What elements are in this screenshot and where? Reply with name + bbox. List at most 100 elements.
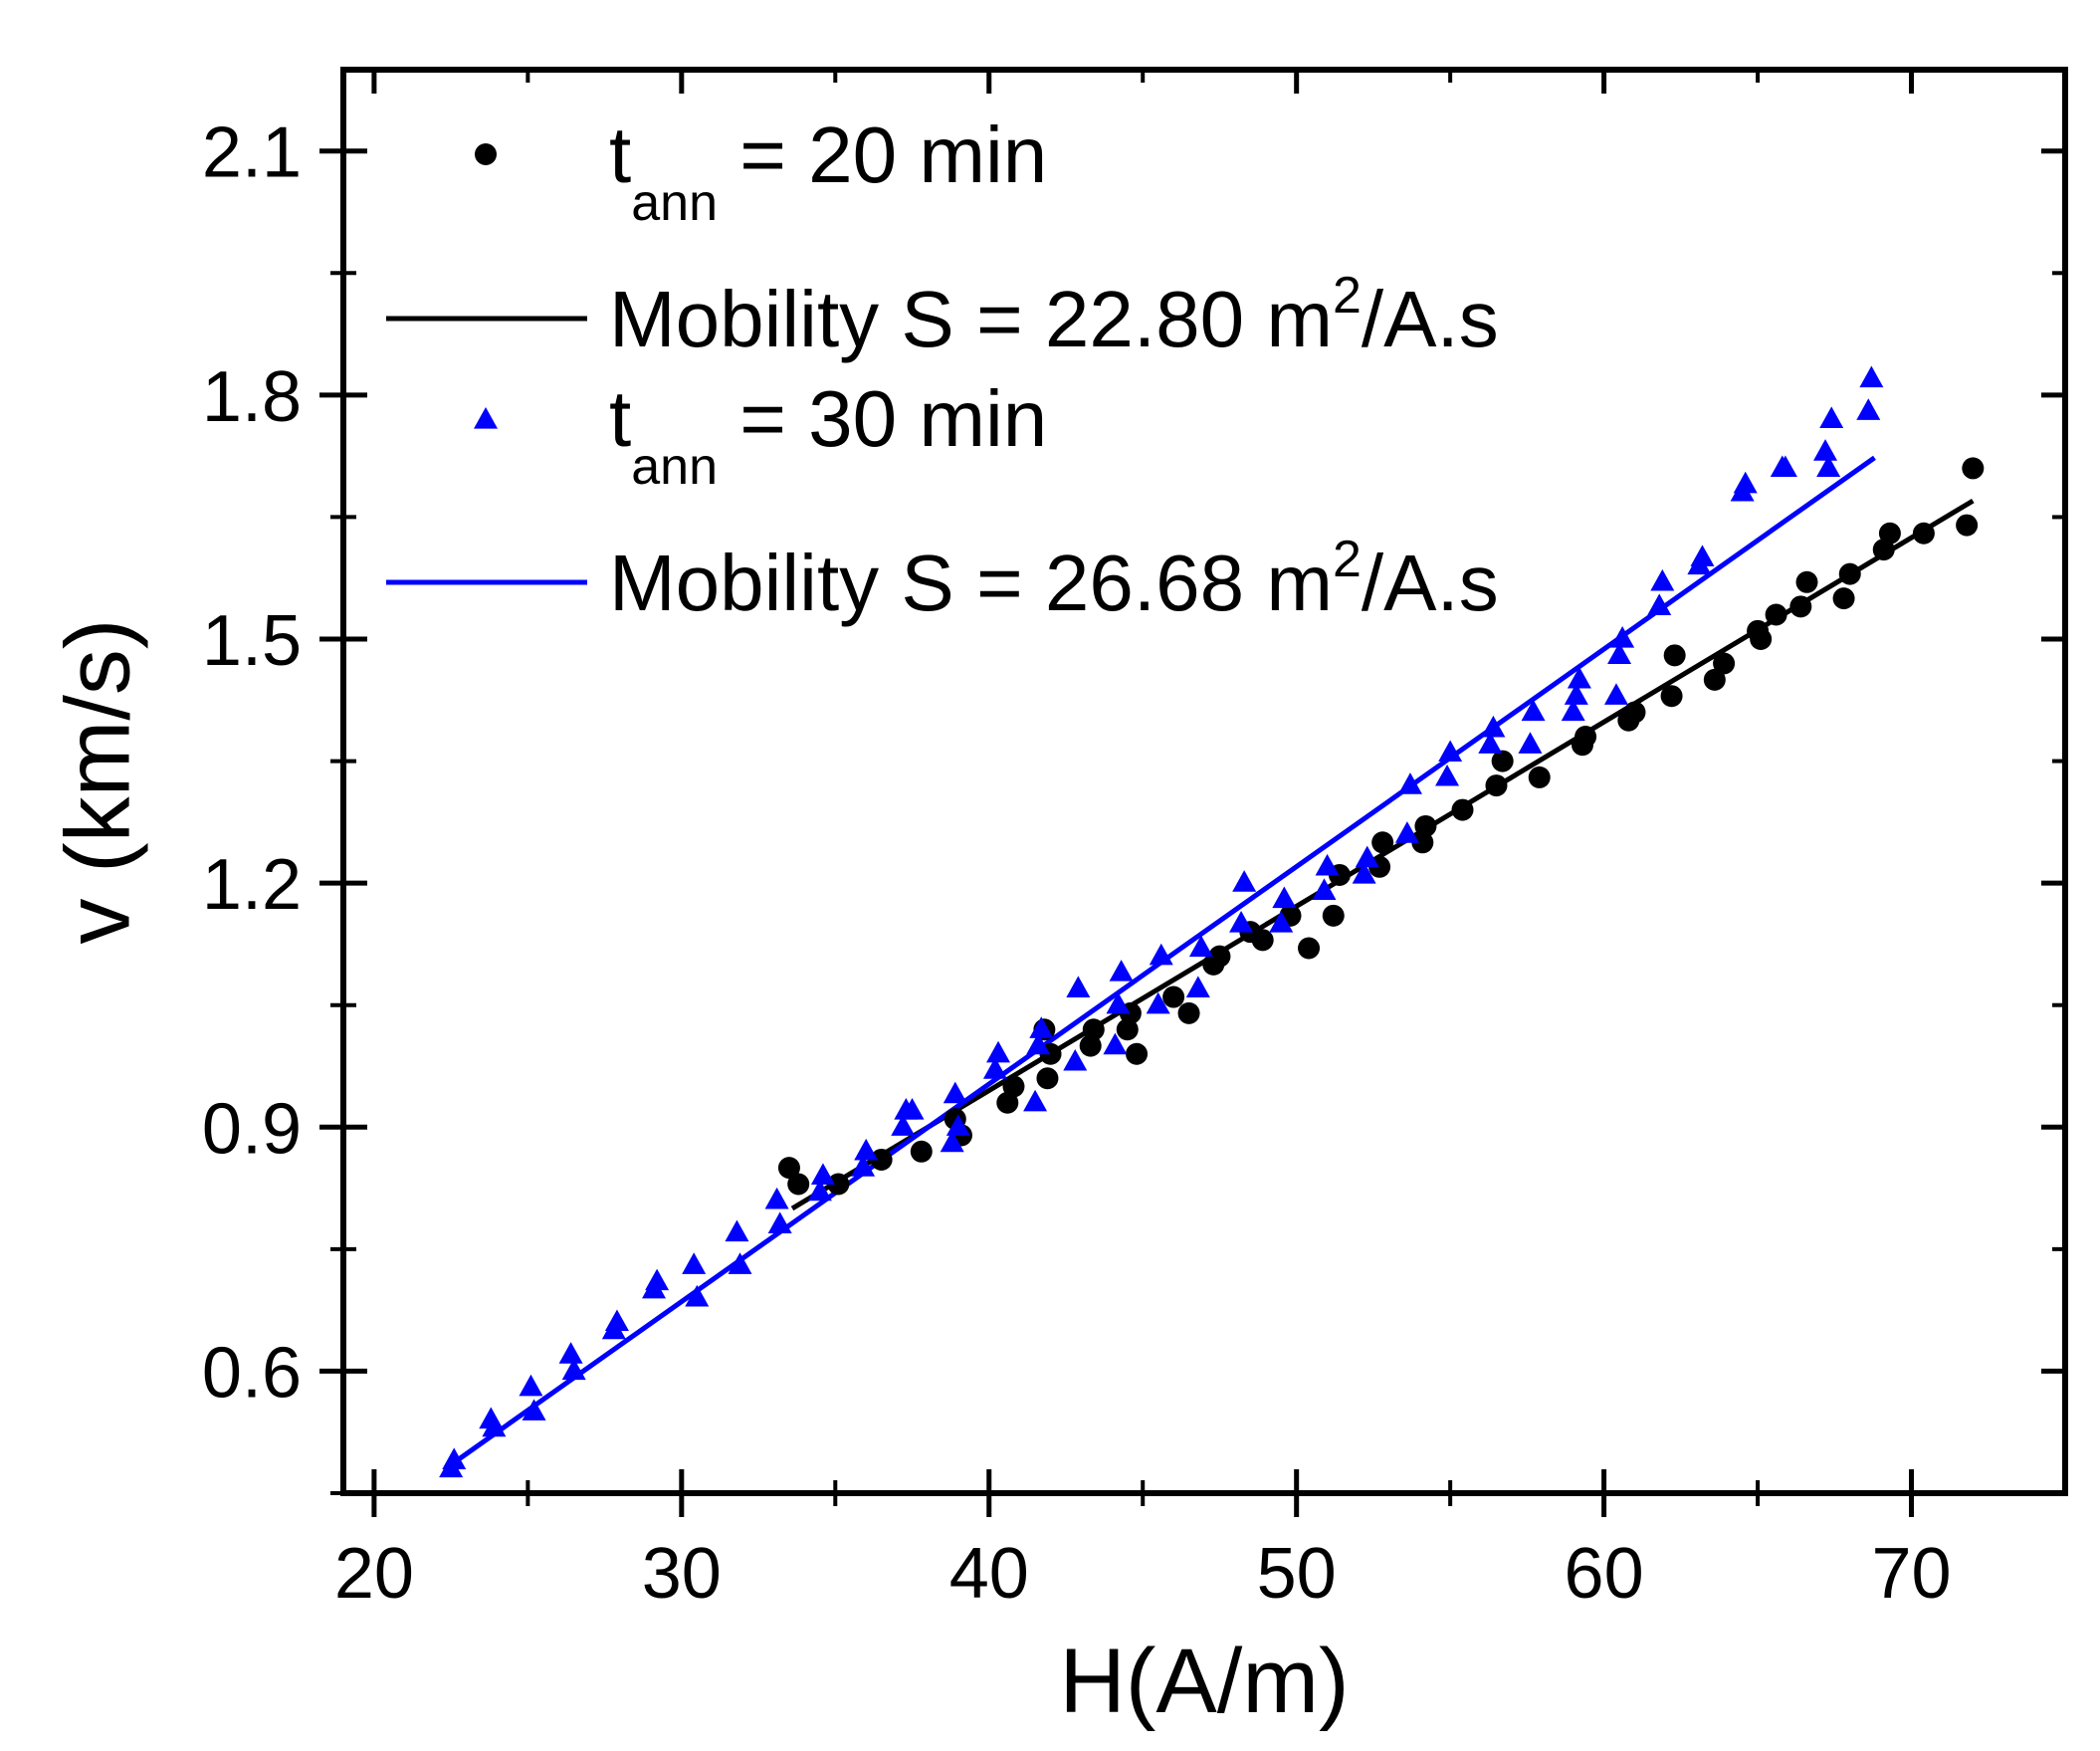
- data-points-layer: [439, 365, 1985, 1478]
- legend-label: tann = 30 min: [609, 374, 1047, 496]
- series-2-point: [1269, 911, 1294, 933]
- series-2-point: [764, 1187, 789, 1209]
- series-1-point: [1485, 774, 1508, 797]
- y-axis-label: v (km/s): [47, 618, 148, 944]
- series-2-point: [1315, 853, 1340, 876]
- legend-label: Mobility S = 26.68 m2/A.s: [609, 531, 1499, 627]
- series-2-point: [807, 1179, 832, 1202]
- series-2-point: [519, 1374, 543, 1397]
- series-1-point: [1177, 1001, 1200, 1024]
- y-tick-label: 0.6: [202, 1333, 302, 1413]
- series-2-point: [1229, 911, 1254, 933]
- series-1-point: [1838, 562, 1861, 585]
- x-tick-label: 50: [1257, 1534, 1337, 1614]
- series-2-point: [1023, 1089, 1048, 1112]
- series-1-point: [1575, 726, 1597, 749]
- series-2-point: [1106, 991, 1131, 1014]
- series-1-point: [1451, 798, 1474, 821]
- tick-labels-layer: 20 30 40 50 60 70 0.6 0.9 1.2 1.5 1.8 2.1: [202, 113, 1952, 1614]
- y-tick-label: 1.5: [202, 601, 302, 681]
- series-1-point: [1002, 1075, 1025, 1098]
- series-1-point: [1116, 1018, 1139, 1041]
- series-1-point: [1414, 814, 1437, 837]
- x-tick-label: 20: [334, 1534, 414, 1614]
- series-2-point: [891, 1114, 916, 1136]
- series-2-point: [1561, 699, 1585, 722]
- series-1-point: [1528, 766, 1551, 788]
- legend-circle-marker: [475, 143, 497, 165]
- series-1-point: [1079, 1034, 1102, 1057]
- series-2-point: [1690, 545, 1715, 566]
- series-1-point: [870, 1148, 893, 1171]
- y-tick-label: 0.9: [202, 1089, 302, 1169]
- series-2-point: [1564, 683, 1588, 705]
- series-2-point: [940, 1130, 964, 1153]
- series-1-point: [1832, 587, 1855, 610]
- series-1-point: [1795, 570, 1818, 593]
- series-1-point: [1663, 644, 1686, 667]
- series-2-point: [1481, 715, 1506, 738]
- series-2-point: [945, 1114, 970, 1136]
- series-2-point: [482, 1415, 507, 1437]
- series-2-point: [1478, 732, 1503, 754]
- series-1-point: [1912, 522, 1935, 545]
- series-2-point: [1650, 568, 1675, 591]
- x-tick-label: 30: [642, 1534, 722, 1614]
- series-1-point: [1789, 595, 1812, 618]
- series-2-point: [1567, 666, 1591, 689]
- series-2-point: [1063, 1048, 1088, 1071]
- series-1-point: [1208, 945, 1231, 968]
- series-1-point: [910, 1140, 933, 1163]
- series-2-point: [1610, 626, 1635, 648]
- series-2-point: [1813, 439, 1838, 461]
- series-2-point: [682, 1252, 707, 1274]
- series-2-point: [1607, 642, 1632, 664]
- series-2-point: [728, 1252, 752, 1274]
- series-2-point: [854, 1138, 879, 1161]
- series-1-point: [1162, 985, 1185, 1008]
- series-1-point: [1750, 628, 1773, 650]
- legend-entry-1: tann = 20 min: [475, 110, 1047, 232]
- series-2-point: [522, 1399, 546, 1421]
- series-2-point: [1518, 732, 1543, 754]
- legend-entry-2: Mobility S = 22.80 m2/A.s: [386, 267, 1499, 363]
- series-2-point: [1438, 740, 1463, 763]
- series-2-point: [851, 1155, 876, 1177]
- series-2-point: [1352, 862, 1376, 884]
- series-1-point: [1962, 457, 1985, 480]
- legend-label: Mobility S = 22.80 m2/A.s: [609, 267, 1499, 363]
- series-2-point: [1272, 886, 1297, 909]
- series-1-point: [827, 1173, 850, 1196]
- legend-triangle-marker: [474, 407, 498, 429]
- series-2-point: [1149, 943, 1173, 966]
- legend: tann = 20 min Mobility S = 22.80 m2/A.s ta…: [386, 110, 1499, 627]
- series-2-point: [1029, 1016, 1054, 1038]
- series-2-point: [1521, 699, 1546, 722]
- series-2-point: [1394, 821, 1419, 843]
- series-2-point: [725, 1219, 749, 1242]
- series-2-point: [1026, 1032, 1051, 1055]
- series-1-point: [1371, 831, 1394, 854]
- plot-frame: [340, 67, 2068, 1496]
- series-2-point: [1066, 976, 1091, 998]
- series-2-point: [1816, 455, 1841, 478]
- legend-entry-4: Mobility S = 26.68 m2/A.s: [386, 531, 1499, 627]
- series-2-point: [558, 1342, 583, 1364]
- series-1-point: [1703, 668, 1726, 691]
- series-1-point: [787, 1173, 810, 1196]
- series-2-point: [1146, 991, 1170, 1014]
- series-1-point: [1660, 685, 1683, 708]
- series-1-point: [1251, 929, 1274, 952]
- series-2-point: [1733, 471, 1758, 494]
- series-2-point: [1185, 976, 1210, 998]
- y-tick-label: 1.2: [202, 845, 302, 925]
- series-2-point: [645, 1268, 670, 1291]
- series-1-point: [1878, 522, 1901, 545]
- series-2-point: [767, 1211, 792, 1233]
- series-2-point: [442, 1447, 467, 1469]
- series-2-point: [685, 1284, 710, 1307]
- legend-entry-3: tann = 30 min: [474, 374, 1047, 496]
- series-2-point: [1603, 683, 1628, 705]
